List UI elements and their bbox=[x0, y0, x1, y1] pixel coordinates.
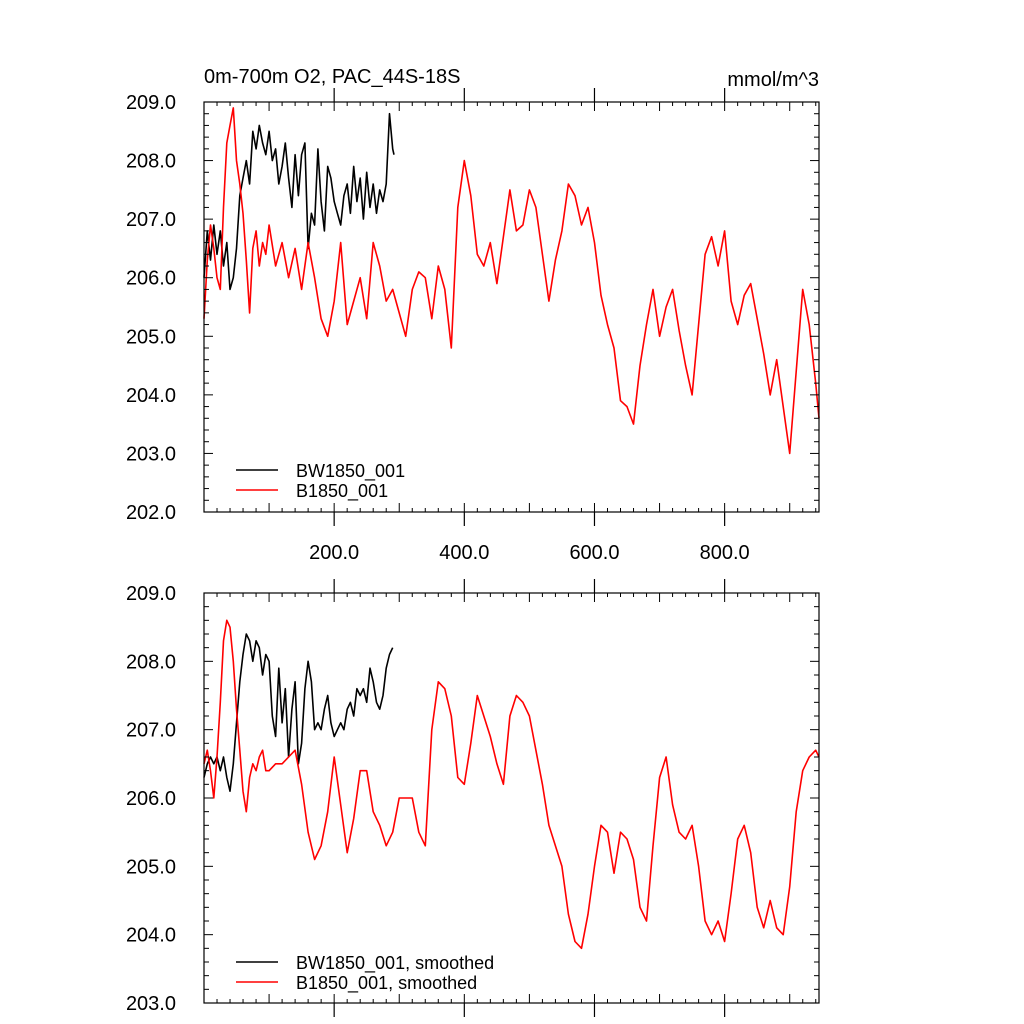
series-line-1 bbox=[203, 112, 395, 291]
x-tick-label: 600.0 bbox=[569, 542, 619, 564]
y-tick-label: 204.0 bbox=[126, 385, 176, 407]
y-tick-label: 208.0 bbox=[126, 651, 176, 673]
y-tick-label: 205.0 bbox=[126, 856, 176, 878]
x-tick-label: 200.0 bbox=[309, 542, 359, 564]
series-line-2 bbox=[203, 619, 820, 950]
plot-frame bbox=[203, 101, 820, 513]
x-tick-label: 400.0 bbox=[439, 542, 489, 564]
y-tick-label: 206.0 bbox=[126, 268, 176, 290]
legend-label-2: B1850_001 bbox=[296, 481, 388, 502]
y-tick-label: 205.0 bbox=[126, 326, 176, 348]
plot-frame bbox=[203, 592, 820, 1004]
y-tick-label: 209.0 bbox=[126, 583, 176, 605]
y-tick-label: 208.0 bbox=[126, 151, 176, 173]
figure-units: mmol/m^3 bbox=[727, 69, 819, 91]
y-tick-label: 207.0 bbox=[126, 209, 176, 231]
y-tick-label: 203.0 bbox=[126, 993, 176, 1015]
series-line-2 bbox=[203, 107, 820, 455]
y-tick-label: 203.0 bbox=[126, 443, 176, 465]
chart-panel-raw: 202.0 203.0 204.0 205.0 206.0 207.0 208.0 209.0… bbox=[126, 88, 820, 564]
x-tick-label: 800.0 bbox=[700, 542, 750, 564]
y-tick-label: 209.0 bbox=[126, 92, 176, 114]
y-tick-label: 202.0 bbox=[126, 502, 176, 524]
y-tick-label: 206.0 bbox=[126, 788, 176, 810]
legend-label-2: B1850_001, smoothed bbox=[296, 973, 477, 994]
chart-panel-smoothed: 203.0 204.0 205.0 206.0 207.0 208.0 209.0 BW185… bbox=[126, 579, 820, 1017]
legend-label-1: BW1850_001, smoothed bbox=[296, 953, 494, 974]
figure-title: 0m-700m O2, PAC_44S-18S bbox=[204, 66, 460, 88]
y-tick-label: 204.0 bbox=[126, 925, 176, 947]
y-tick-label: 207.0 bbox=[126, 720, 176, 742]
legend-label-1: BW1850_001 bbox=[296, 461, 405, 482]
